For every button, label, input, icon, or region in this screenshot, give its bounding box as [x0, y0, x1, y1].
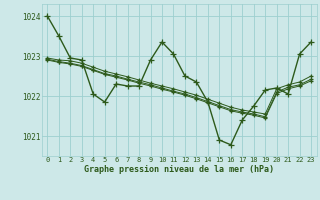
- X-axis label: Graphe pression niveau de la mer (hPa): Graphe pression niveau de la mer (hPa): [84, 165, 274, 174]
